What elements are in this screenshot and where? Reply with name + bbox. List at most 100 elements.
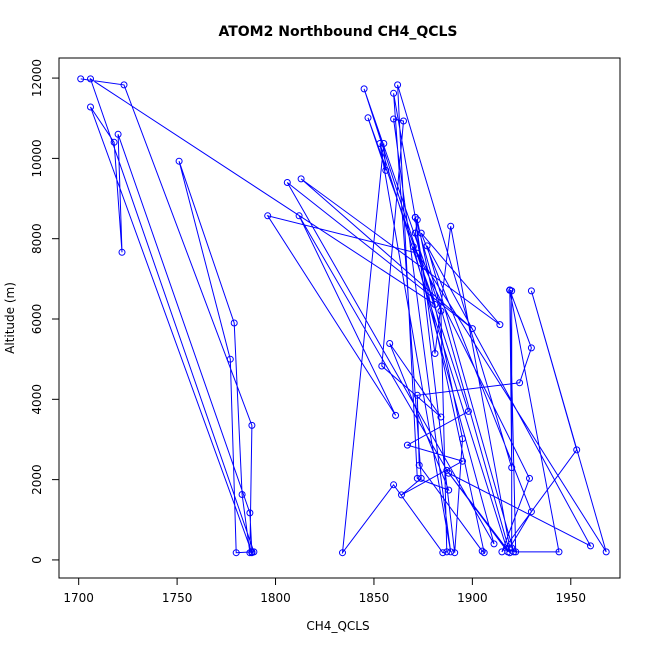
data-point xyxy=(527,508,535,516)
data-point xyxy=(403,441,411,449)
data-point xyxy=(506,286,514,294)
data-point xyxy=(490,540,498,548)
y-tick-label: 8000 xyxy=(30,223,44,254)
x-axis: 1700 1750 1800 1850 1900 1950 xyxy=(63,577,587,605)
chart-title: ATOM2 Northbound CH4_QCLS xyxy=(218,24,457,40)
y-tick-label: 2000 xyxy=(30,464,44,495)
data-point xyxy=(431,350,439,357)
data-point xyxy=(451,549,459,557)
x-axis-label: CH4_QCLS xyxy=(306,619,369,633)
data-point xyxy=(527,344,535,352)
data-point xyxy=(248,421,256,429)
data-point xyxy=(400,117,407,125)
data-point xyxy=(512,548,520,556)
data-point xyxy=(118,248,126,256)
data-point xyxy=(232,549,240,557)
data-point xyxy=(360,85,368,93)
data-point xyxy=(443,548,451,556)
data-point xyxy=(120,81,128,89)
data-point xyxy=(437,413,445,421)
data-point xyxy=(382,166,390,174)
data-point xyxy=(459,457,466,465)
data-point xyxy=(77,75,85,83)
data-point xyxy=(413,474,421,482)
data-point xyxy=(411,213,419,221)
y-tick-label: 0 xyxy=(30,556,44,564)
data-point xyxy=(478,547,486,555)
data-point xyxy=(498,548,506,556)
data-point xyxy=(555,548,563,556)
data-point xyxy=(445,469,453,477)
data-point xyxy=(376,140,384,147)
data-point xyxy=(431,301,439,308)
data-point xyxy=(378,362,386,370)
data-point xyxy=(447,222,455,230)
data-point xyxy=(295,212,303,220)
data-point xyxy=(390,481,398,489)
data-point xyxy=(380,140,388,147)
data-point xyxy=(87,103,94,111)
data-point xyxy=(339,549,346,557)
data-point xyxy=(447,548,455,556)
data-point xyxy=(480,549,488,557)
data-point xyxy=(417,229,425,237)
data-point xyxy=(250,548,258,556)
x-tick-label: 1750 xyxy=(162,591,193,605)
data-point xyxy=(398,491,405,499)
data-point xyxy=(508,464,516,472)
data-point xyxy=(423,242,431,250)
data-point xyxy=(264,212,272,220)
y-tick-label: 10000 xyxy=(30,139,44,177)
data-point xyxy=(527,287,535,295)
data-point xyxy=(283,179,291,186)
x-tick-label: 1950 xyxy=(556,591,587,605)
data-point xyxy=(496,321,504,329)
data-point xyxy=(437,307,445,315)
y-tick-label: 12000 xyxy=(30,59,44,97)
data-point xyxy=(386,340,394,347)
series-line xyxy=(80,77,607,555)
data-point xyxy=(415,461,423,469)
data-point xyxy=(573,446,581,454)
data-point xyxy=(238,491,246,498)
data-point xyxy=(439,549,447,557)
data-point xyxy=(516,379,524,387)
x-tick-label: 1800 xyxy=(260,591,291,605)
data-point xyxy=(506,544,514,552)
data-point xyxy=(413,249,421,257)
data-point xyxy=(468,325,476,333)
data-point xyxy=(87,75,94,83)
data-point xyxy=(464,407,472,415)
data-point xyxy=(526,474,533,482)
y-axis-label: Altitude (m) xyxy=(3,282,17,354)
x-tick-label: 1900 xyxy=(457,591,488,605)
data-point xyxy=(510,548,518,556)
data-point xyxy=(246,509,254,517)
data-point xyxy=(297,175,305,183)
data-point xyxy=(587,542,594,550)
data-point xyxy=(230,319,238,327)
data-point xyxy=(110,138,118,146)
data-point xyxy=(392,411,400,419)
data-point xyxy=(459,435,466,443)
y-tick-label: 6000 xyxy=(30,304,44,335)
y-axis: 0 2000 4000 6000 8000 10000 12000 xyxy=(30,59,60,564)
data-point xyxy=(508,544,516,552)
data-point xyxy=(175,157,183,165)
data-point xyxy=(114,130,122,138)
data-point xyxy=(226,355,234,363)
data-point xyxy=(394,81,402,89)
y-tick-label: 4000 xyxy=(30,384,44,415)
data-point xyxy=(445,486,453,494)
data-point xyxy=(390,115,398,123)
x-tick-label: 1700 xyxy=(63,591,94,605)
data-point xyxy=(390,89,398,97)
data-point xyxy=(413,391,421,399)
x-tick-label: 1850 xyxy=(359,591,390,605)
data-point xyxy=(602,548,610,556)
data-point xyxy=(364,114,372,122)
series-layer xyxy=(77,75,610,557)
data-point xyxy=(409,243,417,251)
